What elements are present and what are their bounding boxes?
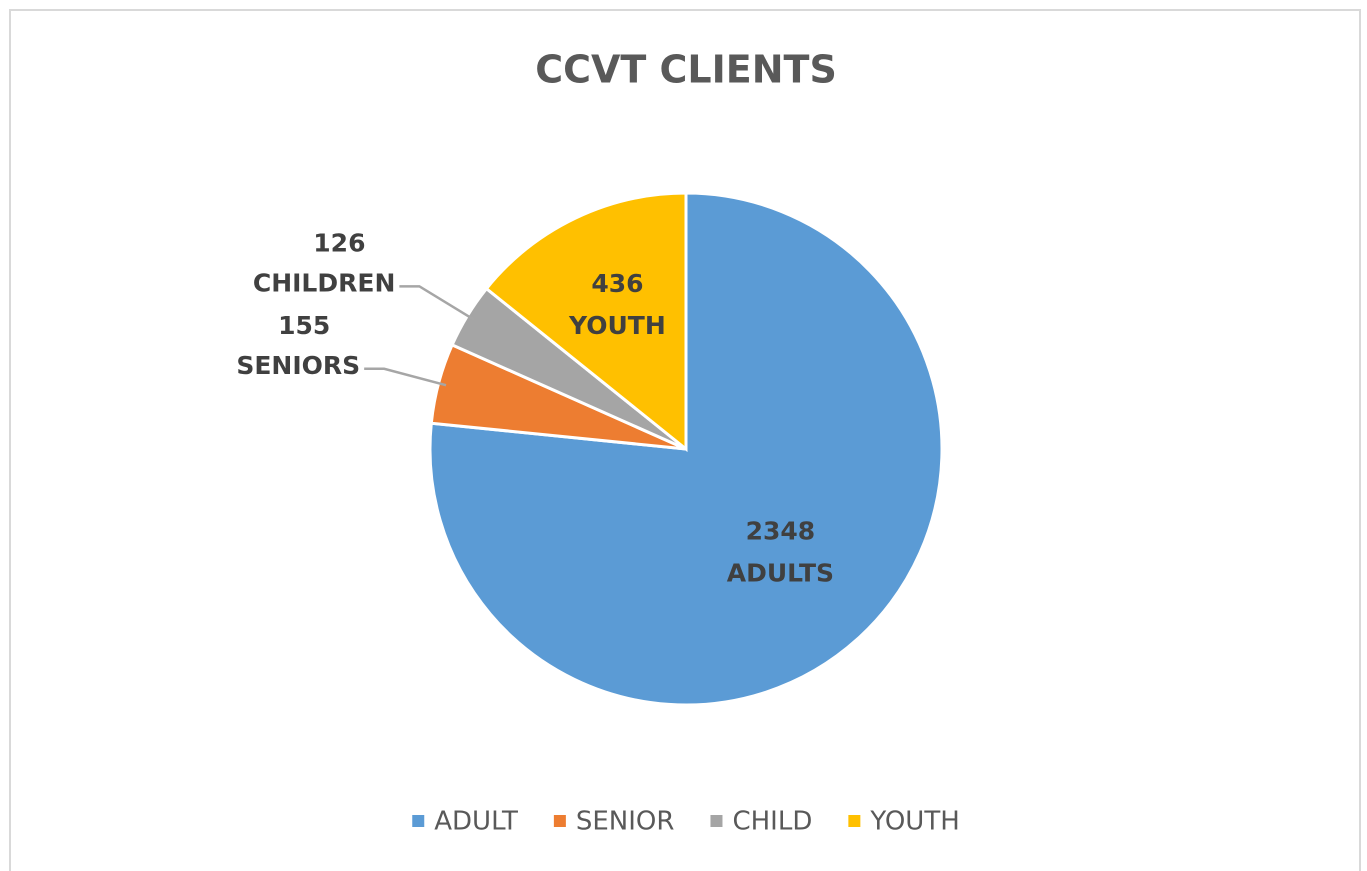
legend-swatch xyxy=(553,815,566,827)
legend-swatch xyxy=(710,815,723,827)
chart-title: CCVT CLIENTS xyxy=(535,48,837,92)
legend-label: CHILD xyxy=(732,807,812,837)
data-label-name: SENIORS xyxy=(236,351,360,380)
data-label: 126 xyxy=(313,228,365,257)
leader-line xyxy=(399,285,475,321)
data-label-name: CHILDREN xyxy=(253,268,396,297)
data-label-name: ADULTS xyxy=(727,558,834,587)
data-label: 436 xyxy=(591,269,643,298)
pie-slice xyxy=(484,191,688,453)
leader-line xyxy=(364,367,447,387)
legend-label: SENIOR xyxy=(576,807,675,837)
legend-swatch xyxy=(848,815,861,827)
legend-label: ADULT xyxy=(434,807,518,837)
data-label: 155 xyxy=(278,311,330,340)
data-label: 2348 xyxy=(746,516,816,545)
legend-swatch xyxy=(412,815,425,827)
legend-label: YOUTH xyxy=(869,807,959,837)
pie-slice xyxy=(428,191,944,707)
data-label-name: YOUTH xyxy=(568,311,666,340)
